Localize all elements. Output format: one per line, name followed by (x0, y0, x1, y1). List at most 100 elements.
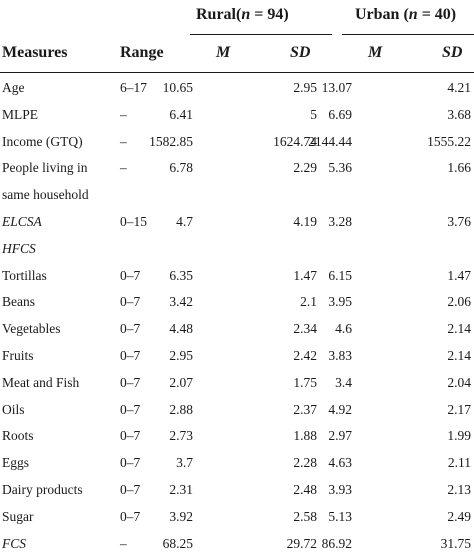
measure-cell: Meat and Fish (2, 374, 80, 390)
urban-sd-cell: 3.76 (447, 214, 471, 229)
range-cell: – (120, 535, 127, 551)
urban-m-cell: 4.92 (328, 401, 352, 417)
measure-cell: Vegetables (2, 321, 61, 337)
urban-m-cell: 3.28 (328, 214, 352, 229)
measure-cell: Roots (2, 428, 34, 444)
rural-m-cell: 2.88 (169, 401, 193, 417)
rural-m-cell: 2.95 (169, 348, 193, 363)
table-row: Fruits 0–7 2.95 2.42 3.83 2.14 (0, 344, 474, 370)
range-cell: 0–7 (120, 294, 141, 310)
table-row: HFCS (0, 237, 474, 263)
range-cell: 0–7 (120, 401, 141, 417)
urban-m-cell: 3.83 (328, 348, 352, 363)
col-urban-m: M (368, 44, 383, 61)
urban-sd-cell: 2.13 (447, 482, 471, 497)
table-row: Meat and Fish 0–7 2.07 1.75 3.4 2.04 (0, 371, 474, 397)
measure-cell: Income (GTQ) (2, 133, 83, 149)
group-urban: Urban (n = 40) (355, 6, 457, 23)
urban-sd-cell: 2.04 (447, 374, 471, 390)
urban-sd-cell: 2.14 (447, 321, 471, 337)
range-cell: 0–7 (120, 374, 141, 390)
range-cell: 0–7 (120, 482, 141, 497)
table-row: MLPE – 6.41 5 6.69 3.68 (0, 103, 474, 129)
rural-sd-cell: 2.42 (293, 348, 317, 363)
col-rural-sd: SD (290, 44, 311, 61)
urban-m-cell: 6.69 (328, 106, 352, 122)
measure-cell: People living in (2, 160, 88, 176)
table-row: Eggs 0–7 3.7 2.28 4.63 2.11 (0, 451, 474, 477)
measure-cell: Beans (2, 294, 35, 310)
urban-m-cell: 2144.44 (308, 133, 352, 149)
table-row: Vegetables 0–7 4.48 2.34 4.6 2.14 (0, 317, 474, 343)
range-cell: 0–7 (120, 321, 141, 337)
rural-m-cell: 2.73 (169, 428, 193, 444)
rural-m-cell: 3.42 (169, 294, 193, 310)
urban-m-cell: 86.92 (321, 535, 352, 551)
measure-cell: Age (2, 80, 25, 95)
urban-m-cell: 3.4 (335, 374, 352, 390)
table-row: Tortillas 0–7 6.35 1.47 6.15 1.47 (0, 264, 474, 290)
rural-m-cell: 6.78 (169, 160, 193, 176)
col-range: Range (120, 44, 164, 61)
table-row: Income (GTQ) – 1582.85 1624.74 2144.44 1555.2… (0, 130, 474, 156)
measure-cell: Sugar (2, 508, 34, 524)
rural-sd-cell: 2.58 (293, 508, 317, 524)
measure-cell: Tortillas (2, 267, 47, 283)
range-cell: 0–7 (120, 455, 141, 471)
table-row: Oils 0–7 2.88 2.37 4.92 2.17 (0, 398, 474, 424)
range-cell: 0–7 (120, 348, 141, 363)
range-cell: – (120, 160, 127, 176)
rural-m-cell: 10.65 (162, 80, 193, 95)
urban-m-cell: 5.13 (328, 508, 352, 524)
urban-sd-cell: 3.68 (447, 106, 471, 122)
table-row: Age 6–17 10.65 2.95 13.07 4.21 (0, 76, 474, 102)
rural-m-cell: 68.25 (162, 535, 193, 551)
rural-sd-cell: 1.88 (293, 428, 317, 444)
rural-sd-cell: 2.28 (293, 455, 317, 471)
urban-m-cell: 2.97 (328, 428, 352, 444)
urban-sd-cell: 1555.22 (427, 133, 471, 149)
col-urban-sd: SD (442, 44, 463, 61)
rural-sd-cell: 2.95 (293, 80, 317, 95)
range-cell: 6–17 (120, 80, 147, 95)
table-row: People living in – 6.78 2.29 5.36 1.66 (0, 156, 474, 182)
rural-sd-cell: 1.75 (293, 374, 317, 390)
measure-cell: FCS (2, 535, 27, 551)
urban-m-cell: 5.36 (328, 160, 352, 176)
group-header-row: Rural(n = 94) Urban (n = 40) (0, 0, 474, 40)
rural-m-cell: 3.7 (176, 455, 193, 471)
range-cell: 0–7 (120, 267, 141, 283)
urban-m-cell: 3.95 (328, 294, 352, 310)
rural-sd-cell: 1624.74 (273, 133, 317, 149)
table-row: Roots 0–7 2.73 1.88 2.97 1.99 (0, 424, 474, 450)
rural-sd-cell: 2.29 (293, 160, 317, 176)
urban-sd-cell: 1.47 (447, 267, 471, 283)
col-rural-m: M (216, 44, 231, 61)
column-header-row: Measures Range M SD M SD (0, 40, 474, 70)
measure-cell: Oils (2, 401, 25, 417)
rural-m-cell: 4.7 (176, 214, 193, 229)
group-rural: Rural(n = 94) (196, 6, 289, 23)
urban-m-cell: 6.15 (328, 267, 352, 283)
urban-m-cell: 4.63 (328, 455, 352, 471)
group-rural-underline (190, 34, 332, 35)
range-cell: – (120, 133, 127, 149)
table-row: Beans 0–7 3.42 2.1 3.95 2.06 (0, 290, 474, 316)
measure-cell: HFCS (2, 240, 36, 256)
rural-sd-cell: 29.72 (286, 535, 317, 551)
rural-m-cell: 6.35 (169, 267, 193, 283)
range-cell: 0–7 (120, 428, 141, 444)
urban-m-cell: 4.6 (335, 321, 352, 337)
measure-cell: same household (2, 187, 89, 203)
rural-m-cell: 6.41 (169, 106, 193, 122)
group-urban-underline (342, 34, 474, 35)
rural-m-cell: 4.48 (169, 321, 193, 337)
urban-sd-cell: 2.06 (447, 294, 471, 310)
range-cell: 0–15 (120, 214, 147, 229)
urban-m-cell: 3.93 (328, 482, 352, 497)
table-row: FCS – 68.25 29.72 86.92 31.75 (0, 532, 474, 558)
rural-m-cell: 3.92 (169, 508, 193, 524)
range-cell: 0–7 (120, 508, 141, 524)
col-measures: Measures (2, 44, 68, 61)
